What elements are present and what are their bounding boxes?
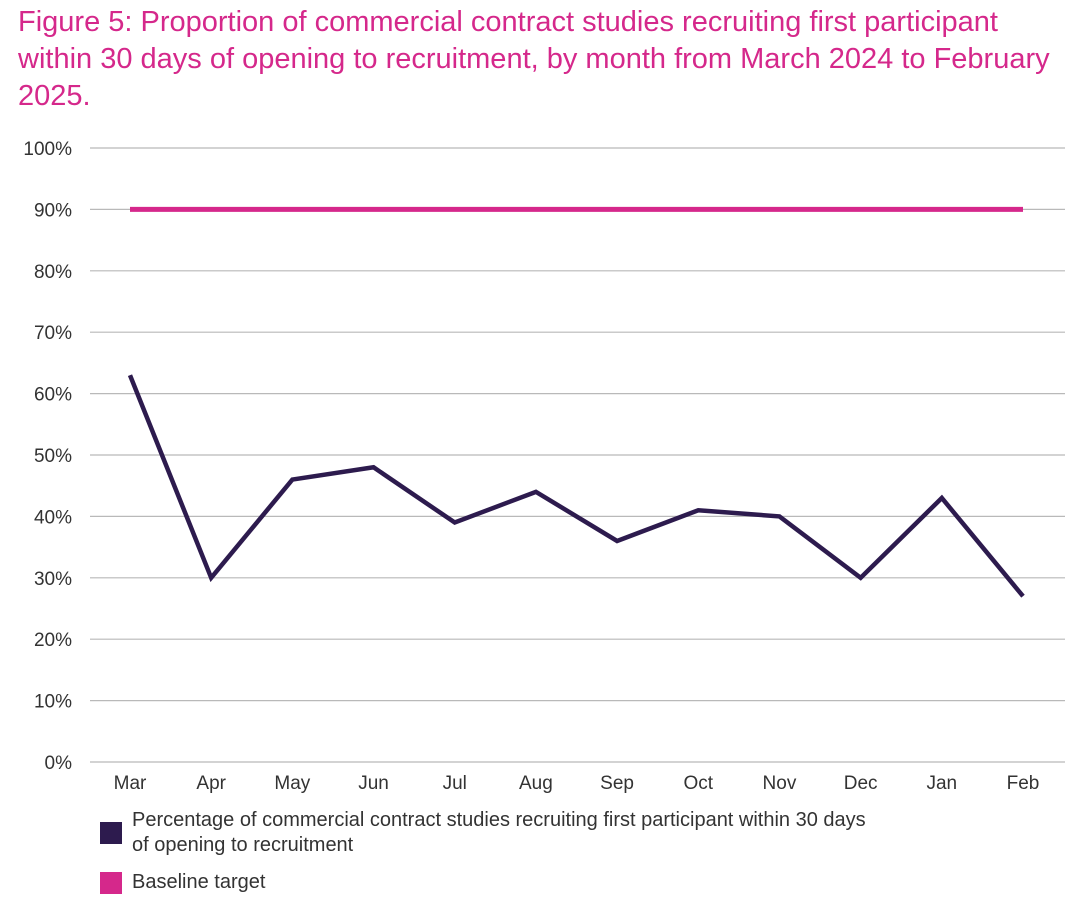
x-tick-label: Jun — [358, 773, 389, 794]
legend-baseline-label: Baseline target — [132, 871, 266, 893]
y-tick-label: 40% — [34, 507, 72, 528]
legend-series-label-line2: of opening to recruitment — [132, 834, 354, 856]
y-tick-label: 60% — [34, 385, 72, 406]
chart-title: Figure 5: Proportion of commercial contr… — [18, 6, 1050, 112]
y-tick-label: 70% — [34, 323, 72, 344]
y-tick-label: 0% — [45, 753, 73, 774]
x-tick-label: Jul — [443, 773, 467, 794]
x-tick-label: Aug — [519, 773, 553, 794]
baseline-swatch — [100, 872, 122, 894]
x-tick-label: Apr — [196, 773, 226, 794]
x-tick-label: Nov — [763, 773, 797, 794]
series-lines — [127, 206, 1025, 598]
y-tick-label: 100% — [23, 139, 72, 160]
x-tick-label: May — [274, 773, 310, 794]
x-tick-label: Sep — [600, 773, 634, 794]
x-tick-label: Dec — [844, 773, 878, 794]
y-tick-label: 80% — [34, 262, 72, 283]
y-tick-label: 20% — [34, 630, 72, 651]
y-axis-ticks: 0% 10% 20% 30% 40% 50% 60% 70% 80% 90% 100% — [23, 139, 72, 774]
x-tick-label: Oct — [683, 773, 713, 794]
y-tick-label: 10% — [34, 692, 72, 713]
gridlines — [90, 147, 1065, 763]
series-line — [127, 374, 1025, 598]
x-tick-label: Mar — [114, 773, 147, 794]
line-chart: 0% 10% 20% 30% 40% 50% 60% 70% 80% 90% 100% Mar Apr… — [23, 139, 1065, 794]
x-tick-label: Jan — [926, 773, 957, 794]
y-tick-label: 50% — [34, 446, 72, 467]
series-swatch — [100, 822, 122, 844]
y-tick-label: 90% — [34, 200, 72, 221]
y-tick-label: 30% — [34, 569, 72, 590]
x-axis-ticks: Mar Apr May Jun Jul Aug Sep Oct Nov Dec Jan Feb — [114, 773, 1040, 794]
legend-series-label-line1: Percentage of commercial contract studie… — [132, 809, 866, 831]
x-tick-label: Feb — [1007, 773, 1040, 794]
